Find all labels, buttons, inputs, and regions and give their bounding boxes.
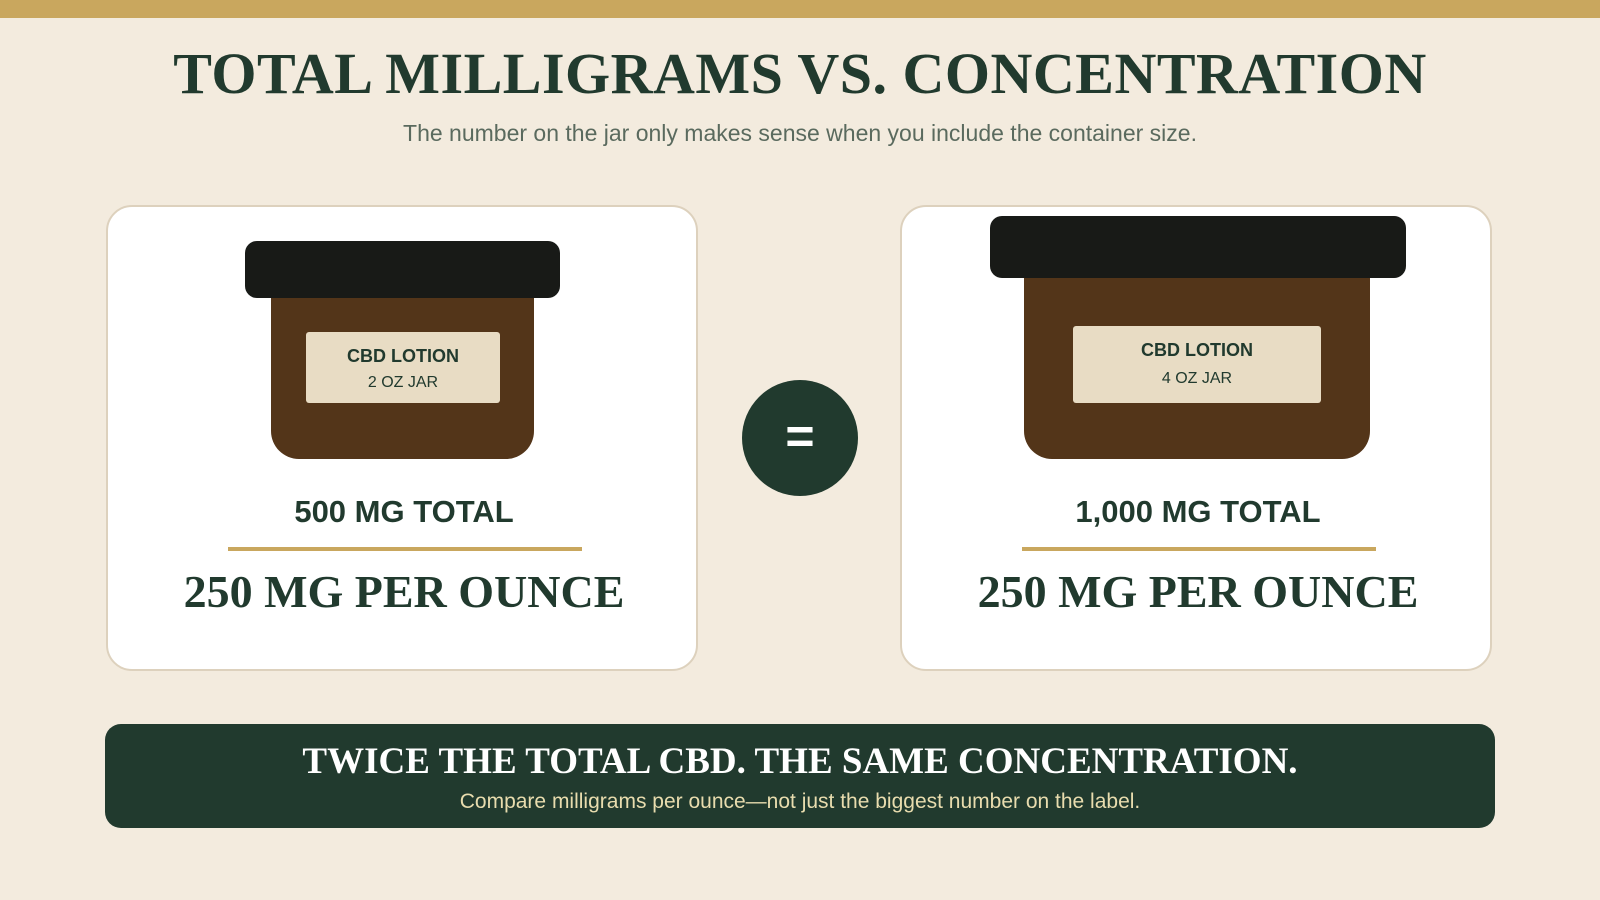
equals-badge: = [742, 380, 858, 496]
jar-lid [990, 216, 1406, 278]
card: CBD LOTION 4 OZ JAR 1,000 MG TOTAL 250 M… [900, 205, 1492, 671]
label-title: CBD LOTION [1141, 340, 1253, 360]
label-size: 2 OZ JAR [367, 374, 439, 391]
total-mg: 1,000 MG TOTAL [1075, 494, 1321, 529]
per-ounce: 250 MG PER OUNCE [183, 566, 625, 617]
subtitle: The number on the jar only makes sense w… [403, 120, 1197, 146]
total-mg: 500 MG TOTAL [294, 494, 514, 529]
label-size: 4 OZ JAR [1161, 370, 1233, 387]
jar-lid [245, 241, 560, 298]
banner-title: TWICE THE TOTAL CBD. THE SAME CONCENTRAT… [302, 741, 1298, 782]
label-title: CBD LOTION [347, 346, 459, 366]
per-ounce: 250 MG PER OUNCE [977, 566, 1419, 617]
divider [228, 547, 582, 551]
top-bar [0, 0, 1600, 18]
card: CBD LOTION 2 OZ JAR 500 MG TOTAL 250 MG … [106, 205, 698, 671]
banner-subtitle: Compare milligrams per ounce—not just th… [459, 790, 1141, 813]
jar-label: CBD LOTION 2 OZ JAR [306, 332, 500, 403]
title: TOTAL MILLIGRAMS VS. CONCENTRATION [173, 41, 1427, 106]
jar-label: CBD LOTION 4 OZ JAR [1073, 326, 1321, 403]
divider [1022, 547, 1376, 551]
banner: TWICE THE TOTAL CBD. THE SAME CONCENTRAT… [105, 724, 1495, 828]
